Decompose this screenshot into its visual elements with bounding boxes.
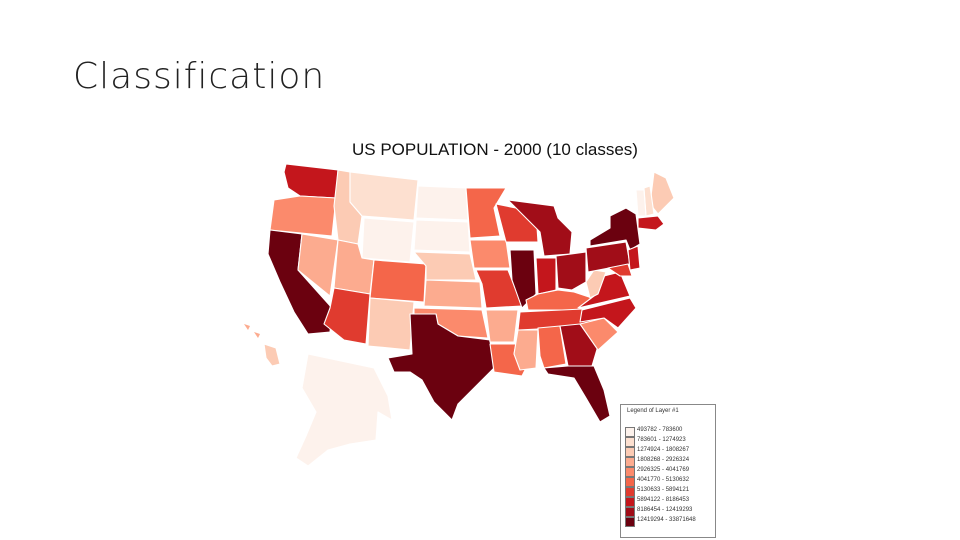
- legend-row: 2926325 - 4041769: [625, 467, 715, 477]
- legend-swatch: [625, 517, 635, 527]
- state-NJ[interactable]: [627, 245, 641, 271]
- legend-swatch: [625, 437, 635, 447]
- legend-row: 4041770 - 5130632: [625, 477, 715, 487]
- state-AL[interactable]: [537, 325, 567, 369]
- state-OR[interactable]: [269, 195, 337, 237]
- state-NC[interactable]: [579, 297, 637, 329]
- state-CO[interactable]: [369, 259, 427, 303]
- state-MS[interactable]: [513, 329, 539, 371]
- state-MT[interactable]: [349, 171, 419, 221]
- legend-swatch: [625, 427, 635, 437]
- state-NE[interactable]: [413, 251, 477, 281]
- legend-label: 1808268 - 2926324: [637, 457, 690, 463]
- slide-title: Classification: [73, 56, 326, 97]
- state-KS[interactable]: [423, 279, 483, 309]
- legend-title: Legend of Layer #1: [627, 408, 679, 414]
- map-legend: Legend of Layer #1 493782 - 783600 78360…: [620, 404, 716, 538]
- legend-swatch: [625, 457, 635, 467]
- state-AR[interactable]: [485, 309, 519, 343]
- state-SC[interactable]: [579, 317, 619, 351]
- state-MA[interactable]: [637, 215, 665, 231]
- state-TX[interactable]: [387, 313, 495, 421]
- state-VA[interactable]: [577, 271, 631, 309]
- state-AZ[interactable]: [323, 287, 371, 345]
- state-NV[interactable]: [297, 233, 339, 297]
- map-title: US POPULATION - 2000 (10 classes): [352, 140, 638, 159]
- state-MD[interactable]: [607, 263, 633, 277]
- state-MO[interactable]: [475, 269, 523, 309]
- state-WV[interactable]: [585, 269, 607, 299]
- legend-label: 4041770 - 5130632: [637, 477, 690, 483]
- legend-row: 5894122 - 8186453: [625, 497, 715, 507]
- legend-label: 12419294 - 33871648: [637, 517, 696, 523]
- legend-label: 493782 - 783600: [637, 427, 683, 433]
- legend-row: 1274924 - 1808267: [625, 447, 715, 457]
- state-WY[interactable]: [361, 217, 415, 263]
- state-KY[interactable]: [525, 289, 593, 311]
- state-ND[interactable]: [415, 185, 469, 221]
- state-NY[interactable]: [589, 207, 641, 251]
- legend-row: 12419294 - 33871648: [625, 517, 715, 527]
- state-FL[interactable]: [543, 365, 611, 423]
- legend-row: 1808268 - 2926324: [625, 457, 715, 467]
- state-SD[interactable]: [413, 219, 471, 253]
- state-AK[interactable]: [295, 353, 393, 467]
- state-MN[interactable]: [465, 187, 507, 239]
- legend-swatch: [625, 467, 635, 477]
- legend-label: 783601 - 1274923: [637, 437, 686, 443]
- state-HI[interactable]: [263, 343, 281, 367]
- legend-row: 493782 - 783600: [625, 427, 715, 437]
- legend-row: 5130633 - 5894121: [625, 487, 715, 497]
- legend-label: 5894122 - 8186453: [637, 497, 690, 503]
- legend-label: 1274924 - 1808267: [637, 447, 690, 453]
- state-WA[interactable]: [283, 163, 339, 199]
- legend-label: 8186454 - 12419293: [637, 507, 693, 513]
- state-VT[interactable]: [635, 189, 647, 217]
- legend-label: 2926325 - 4041769: [637, 467, 690, 473]
- legend-swatch: [625, 507, 635, 517]
- legend-swatch: [625, 477, 635, 487]
- legend-swatch: [625, 487, 635, 497]
- hawaii-small-island-2: [254, 332, 260, 338]
- state-MI[interactable]: [507, 199, 573, 257]
- legend-label: 5130633 - 5894121: [637, 487, 690, 493]
- hawaii-small-island: [244, 324, 250, 330]
- state-IN[interactable]: [535, 257, 557, 295]
- choropleth-map: [244, 163, 675, 467]
- legend-swatch: [625, 447, 635, 457]
- state-OH[interactable]: [555, 251, 587, 291]
- state-IA[interactable]: [469, 239, 511, 269]
- legend-row: 8186454 - 12419293: [625, 507, 715, 517]
- legend-swatch: [625, 497, 635, 507]
- state-NM[interactable]: [367, 297, 415, 351]
- legend-row: 783601 - 1274923: [625, 437, 715, 447]
